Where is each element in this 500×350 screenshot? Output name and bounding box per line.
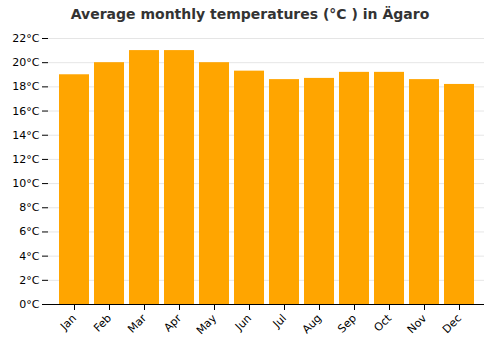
svg-text:18°C: 18°C <box>12 80 39 93</box>
svg-text:12°C: 12°C <box>12 153 39 166</box>
svg-text:8°C: 8°C <box>19 201 39 214</box>
svg-text:20°C: 20°C <box>12 56 39 69</box>
svg-text:Feb: Feb <box>91 312 114 335</box>
svg-text:Dec: Dec <box>440 312 464 336</box>
svg-text:14°C: 14°C <box>12 129 39 142</box>
svg-text:2°C: 2°C <box>19 274 39 287</box>
svg-text:May: May <box>194 311 220 337</box>
svg-text:4°C: 4°C <box>19 250 39 263</box>
svg-text:16°C: 16°C <box>12 105 39 118</box>
html-text:Average monthly temperatures (: Average monthly temperatures (°C ) in Äg… <box>70 6 430 22</box>
svg-text:Jun: Jun <box>232 312 254 334</box>
svg-text:0°C: 0°C <box>19 298 39 311</box>
svg-text:6°C: 6°C <box>19 225 39 238</box>
svg-text:10°C: 10°C <box>12 177 39 190</box>
svg-text:Sep: Sep <box>335 312 359 336</box>
svg-text:Mar: Mar <box>125 311 149 335</box>
svg-text:Jul: Jul <box>270 312 289 331</box>
svg-text:Oct: Oct <box>371 311 394 334</box>
svg-text:Jan: Jan <box>57 312 79 334</box>
svg-text:Apr: Apr <box>161 311 184 334</box>
svg-text:22°C: 22°C <box>12 32 39 45</box>
svg-text:Aug: Aug <box>300 312 324 336</box>
svg-text:Nov: Nov <box>405 311 430 336</box>
